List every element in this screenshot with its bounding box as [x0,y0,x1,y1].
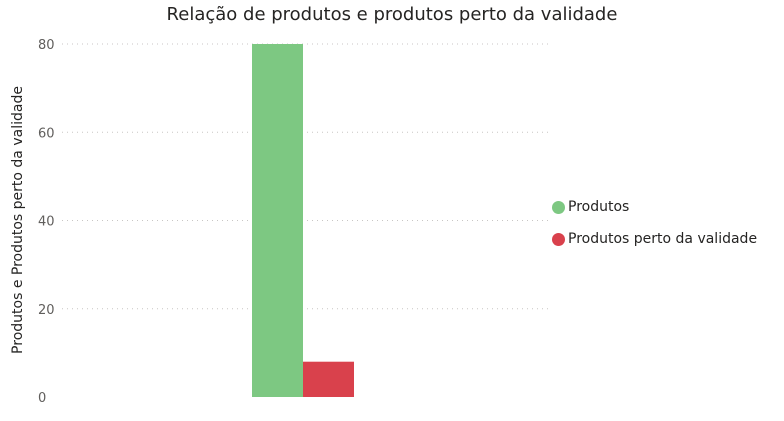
y-tick-label: 40 [38,215,55,230]
y-axis-label: Produtos e Produtos perto da validade [10,86,26,354]
y-tick-label: 80 [38,38,55,53]
bar-produtos-perto-da-validade[interactable] [303,362,354,397]
legend-marker-icon [552,201,565,214]
y-tick-label: 0 [38,391,46,406]
legend-marker-icon [552,233,565,246]
bar-produtos[interactable] [252,44,303,397]
legend-label: Produtos [568,199,629,215]
legend-item[interactable]: Produtos [552,196,757,218]
bars [252,44,354,397]
y-tick-label: 20 [38,303,55,318]
gridlines [62,44,548,309]
legend-item[interactable]: Produtos perto da validade [552,228,757,250]
legend: Produtos Produtos perto da validade [552,196,757,260]
y-axis-ticks: 0 20 40 60 80 [38,38,55,406]
legend-label: Produtos perto da validade [568,231,757,247]
y-tick-label: 60 [38,126,55,141]
